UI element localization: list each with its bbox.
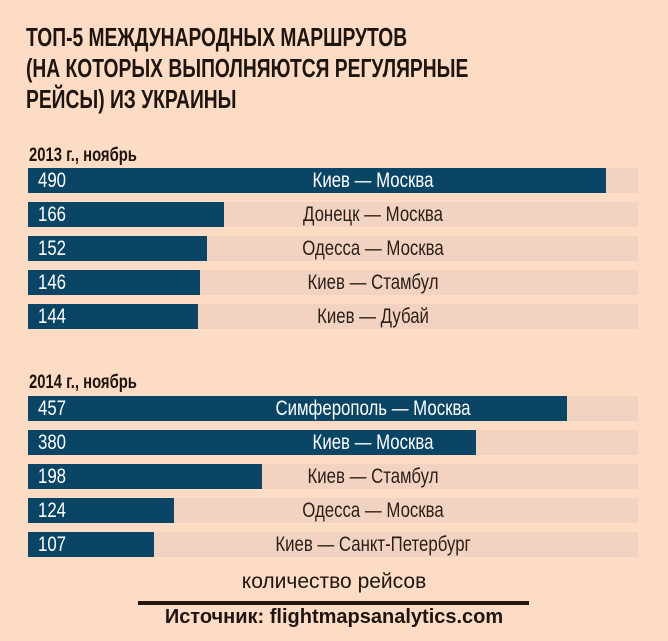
chart-title: ТОП-5 МЕЖДУНАРОДНЫХ МАРШРУТОВ (НА КОТОРЫ…: [26, 22, 468, 115]
bar: [28, 464, 262, 489]
bar-track: 146 Киев — Стамбул: [28, 270, 638, 295]
bar: [28, 202, 224, 227]
data-label: 380: [38, 431, 67, 454]
data-label: 490: [38, 169, 67, 192]
bar-track: 166 Донецк — Москва: [28, 202, 638, 227]
bar-track: 380 Киев — Москва: [28, 430, 638, 455]
bar: [28, 396, 568, 421]
group-heading: 2014 г., ноябрь: [29, 372, 137, 393]
group-heading: 2013 г., ноябрь: [29, 145, 137, 166]
bar: [28, 304, 198, 329]
bar: [28, 430, 477, 455]
category-label: Киев — Санкт-Петербург: [275, 533, 471, 556]
bar: [28, 168, 607, 193]
bar-track: 457 Симферополь — Москва: [28, 396, 638, 421]
x-axis-label: количество рейсов: [241, 570, 427, 593]
bar-track: 198 Киев — Стамбул: [28, 464, 638, 489]
data-label: 166: [38, 203, 67, 226]
bar-track: 107 Киев — Санкт-Петербург: [28, 532, 638, 557]
data-label: 198: [38, 465, 67, 488]
data-label: 107: [38, 533, 67, 556]
bar-track: 124 Одесса — Москва: [28, 498, 638, 523]
category-label: Киев — Дубай: [317, 305, 429, 328]
data-label: 152: [38, 237, 67, 260]
category-label: Одесса — Москва: [302, 499, 444, 522]
title-line: ТОП-5 МЕЖДУНАРОДНЫХ МАРШРУТОВ: [26, 22, 408, 52]
category-label: Киев — Стамбул: [307, 465, 439, 488]
category-label: Одесса — Москва: [302, 237, 444, 260]
bar-track: 490 Киев — Москва: [28, 168, 638, 193]
title-line: РЕЙСЫ) ИЗ УКРАИНЫ: [26, 84, 237, 114]
bar-track: 144 Киев — Дубай: [28, 304, 638, 329]
category-label: Киев — Москва: [312, 431, 434, 454]
bar-track: 152 Одесса — Москва: [28, 236, 638, 261]
category-label: Симферополь — Москва: [275, 397, 471, 420]
category-label: Киев — Москва: [312, 169, 434, 192]
bar: [28, 270, 201, 295]
data-label: 146: [38, 271, 67, 294]
bar: [28, 532, 155, 557]
category-label: Донецк — Москва: [303, 203, 443, 226]
bar: [28, 498, 175, 523]
title-line: (НА КОТОРЫХ ВЫПОЛНЯЮТСЯ РЕГУЛЯРНЫЕ: [26, 53, 469, 83]
divider: [138, 601, 529, 605]
category-label: Киев — Стамбул: [307, 271, 439, 294]
bar: [28, 236, 208, 261]
source-note: Источник: flightmapsanalytics.com: [164, 606, 504, 628]
data-label: 457: [38, 397, 67, 420]
data-label: 124: [38, 499, 67, 522]
data-label: 144: [38, 305, 67, 328]
